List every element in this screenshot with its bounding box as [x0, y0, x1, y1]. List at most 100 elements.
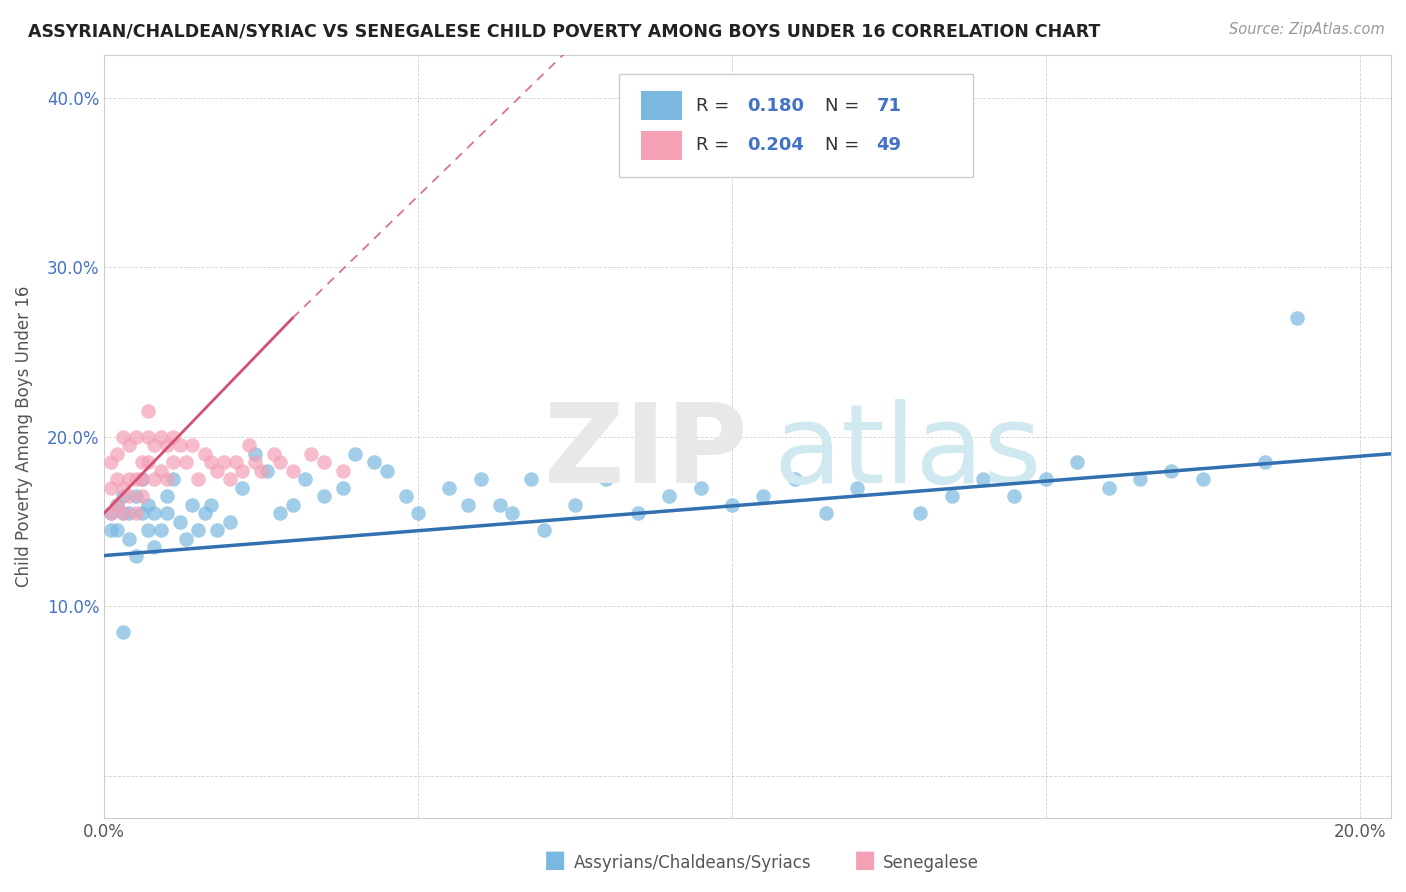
- Point: [162, 455, 184, 469]
- Point: [363, 455, 385, 469]
- Point: [627, 506, 650, 520]
- Point: [136, 430, 159, 444]
- Point: [156, 489, 179, 503]
- Text: Assyrians/Chaldeans/Syriacs: Assyrians/Chaldeans/Syriacs: [574, 855, 811, 872]
- Point: [174, 532, 197, 546]
- Point: [533, 523, 555, 537]
- Point: [169, 515, 191, 529]
- Point: [136, 455, 159, 469]
- Point: [457, 498, 479, 512]
- Point: [564, 498, 586, 512]
- Point: [846, 481, 869, 495]
- Point: [105, 472, 128, 486]
- Point: [815, 506, 838, 520]
- Point: [1035, 472, 1057, 486]
- Text: N =: N =: [825, 96, 865, 114]
- Text: Senegalese: Senegalese: [883, 855, 979, 872]
- Point: [187, 472, 209, 486]
- Point: [143, 472, 166, 486]
- Point: [344, 447, 367, 461]
- Point: [143, 438, 166, 452]
- Point: [1191, 472, 1213, 486]
- Point: [143, 540, 166, 554]
- Point: [218, 515, 240, 529]
- Point: [200, 498, 222, 512]
- Point: [131, 472, 153, 486]
- Point: [299, 447, 322, 461]
- Point: [1097, 481, 1119, 495]
- Point: [281, 498, 304, 512]
- Point: [112, 506, 135, 520]
- Point: [225, 455, 247, 469]
- Point: [212, 455, 235, 469]
- Point: [1002, 489, 1025, 503]
- Point: [112, 489, 135, 503]
- Text: ZIP: ZIP: [544, 399, 748, 506]
- Point: [149, 430, 172, 444]
- Point: [124, 489, 146, 503]
- Point: [332, 464, 354, 478]
- Point: [131, 506, 153, 520]
- Point: [488, 498, 510, 512]
- Point: [156, 506, 179, 520]
- Point: [783, 472, 806, 486]
- Point: [470, 472, 492, 486]
- Point: [941, 489, 963, 503]
- Point: [312, 489, 335, 503]
- Point: [131, 455, 153, 469]
- Point: [752, 489, 775, 503]
- Point: [375, 464, 398, 478]
- Point: [1254, 455, 1277, 469]
- Point: [112, 481, 135, 495]
- Point: [194, 447, 217, 461]
- Text: ASSYRIAN/CHALDEAN/SYRIAC VS SENEGALESE CHILD POVERTY AMONG BOYS UNDER 16 CORRELA: ASSYRIAN/CHALDEAN/SYRIAC VS SENEGALESE C…: [28, 22, 1101, 40]
- Point: [112, 430, 135, 444]
- Point: [1160, 464, 1182, 478]
- Point: [174, 455, 197, 469]
- Point: [394, 489, 416, 503]
- Point: [281, 464, 304, 478]
- Text: 0.204: 0.204: [748, 136, 804, 154]
- Point: [1285, 311, 1308, 326]
- Point: [100, 481, 122, 495]
- Point: [595, 472, 617, 486]
- Point: [118, 438, 141, 452]
- Point: [131, 472, 153, 486]
- Point: [112, 506, 135, 520]
- Point: [124, 430, 146, 444]
- Point: [207, 523, 229, 537]
- Point: [136, 404, 159, 418]
- Point: [406, 506, 429, 520]
- Point: [269, 506, 291, 520]
- Point: [124, 506, 146, 520]
- Point: [439, 481, 461, 495]
- Point: [332, 481, 354, 495]
- Point: [105, 447, 128, 461]
- Text: atlas: atlas: [773, 399, 1042, 506]
- Point: [231, 481, 253, 495]
- Point: [263, 447, 285, 461]
- Point: [105, 498, 128, 512]
- Point: [149, 523, 172, 537]
- Point: [243, 447, 266, 461]
- Point: [1129, 472, 1152, 486]
- Text: 49: 49: [876, 136, 901, 154]
- Point: [269, 455, 291, 469]
- Point: [118, 489, 141, 503]
- Point: [143, 506, 166, 520]
- Point: [105, 498, 128, 512]
- Point: [131, 489, 153, 503]
- Point: [294, 472, 316, 486]
- FancyBboxPatch shape: [619, 74, 973, 178]
- Point: [124, 549, 146, 563]
- Point: [118, 532, 141, 546]
- Point: [721, 498, 744, 512]
- Point: [105, 523, 128, 537]
- Y-axis label: Child Poverty Among Boys Under 16: Child Poverty Among Boys Under 16: [15, 286, 32, 588]
- Point: [112, 624, 135, 639]
- Point: [124, 472, 146, 486]
- Point: [218, 472, 240, 486]
- Point: [100, 523, 122, 537]
- Point: [520, 472, 543, 486]
- Point: [194, 506, 217, 520]
